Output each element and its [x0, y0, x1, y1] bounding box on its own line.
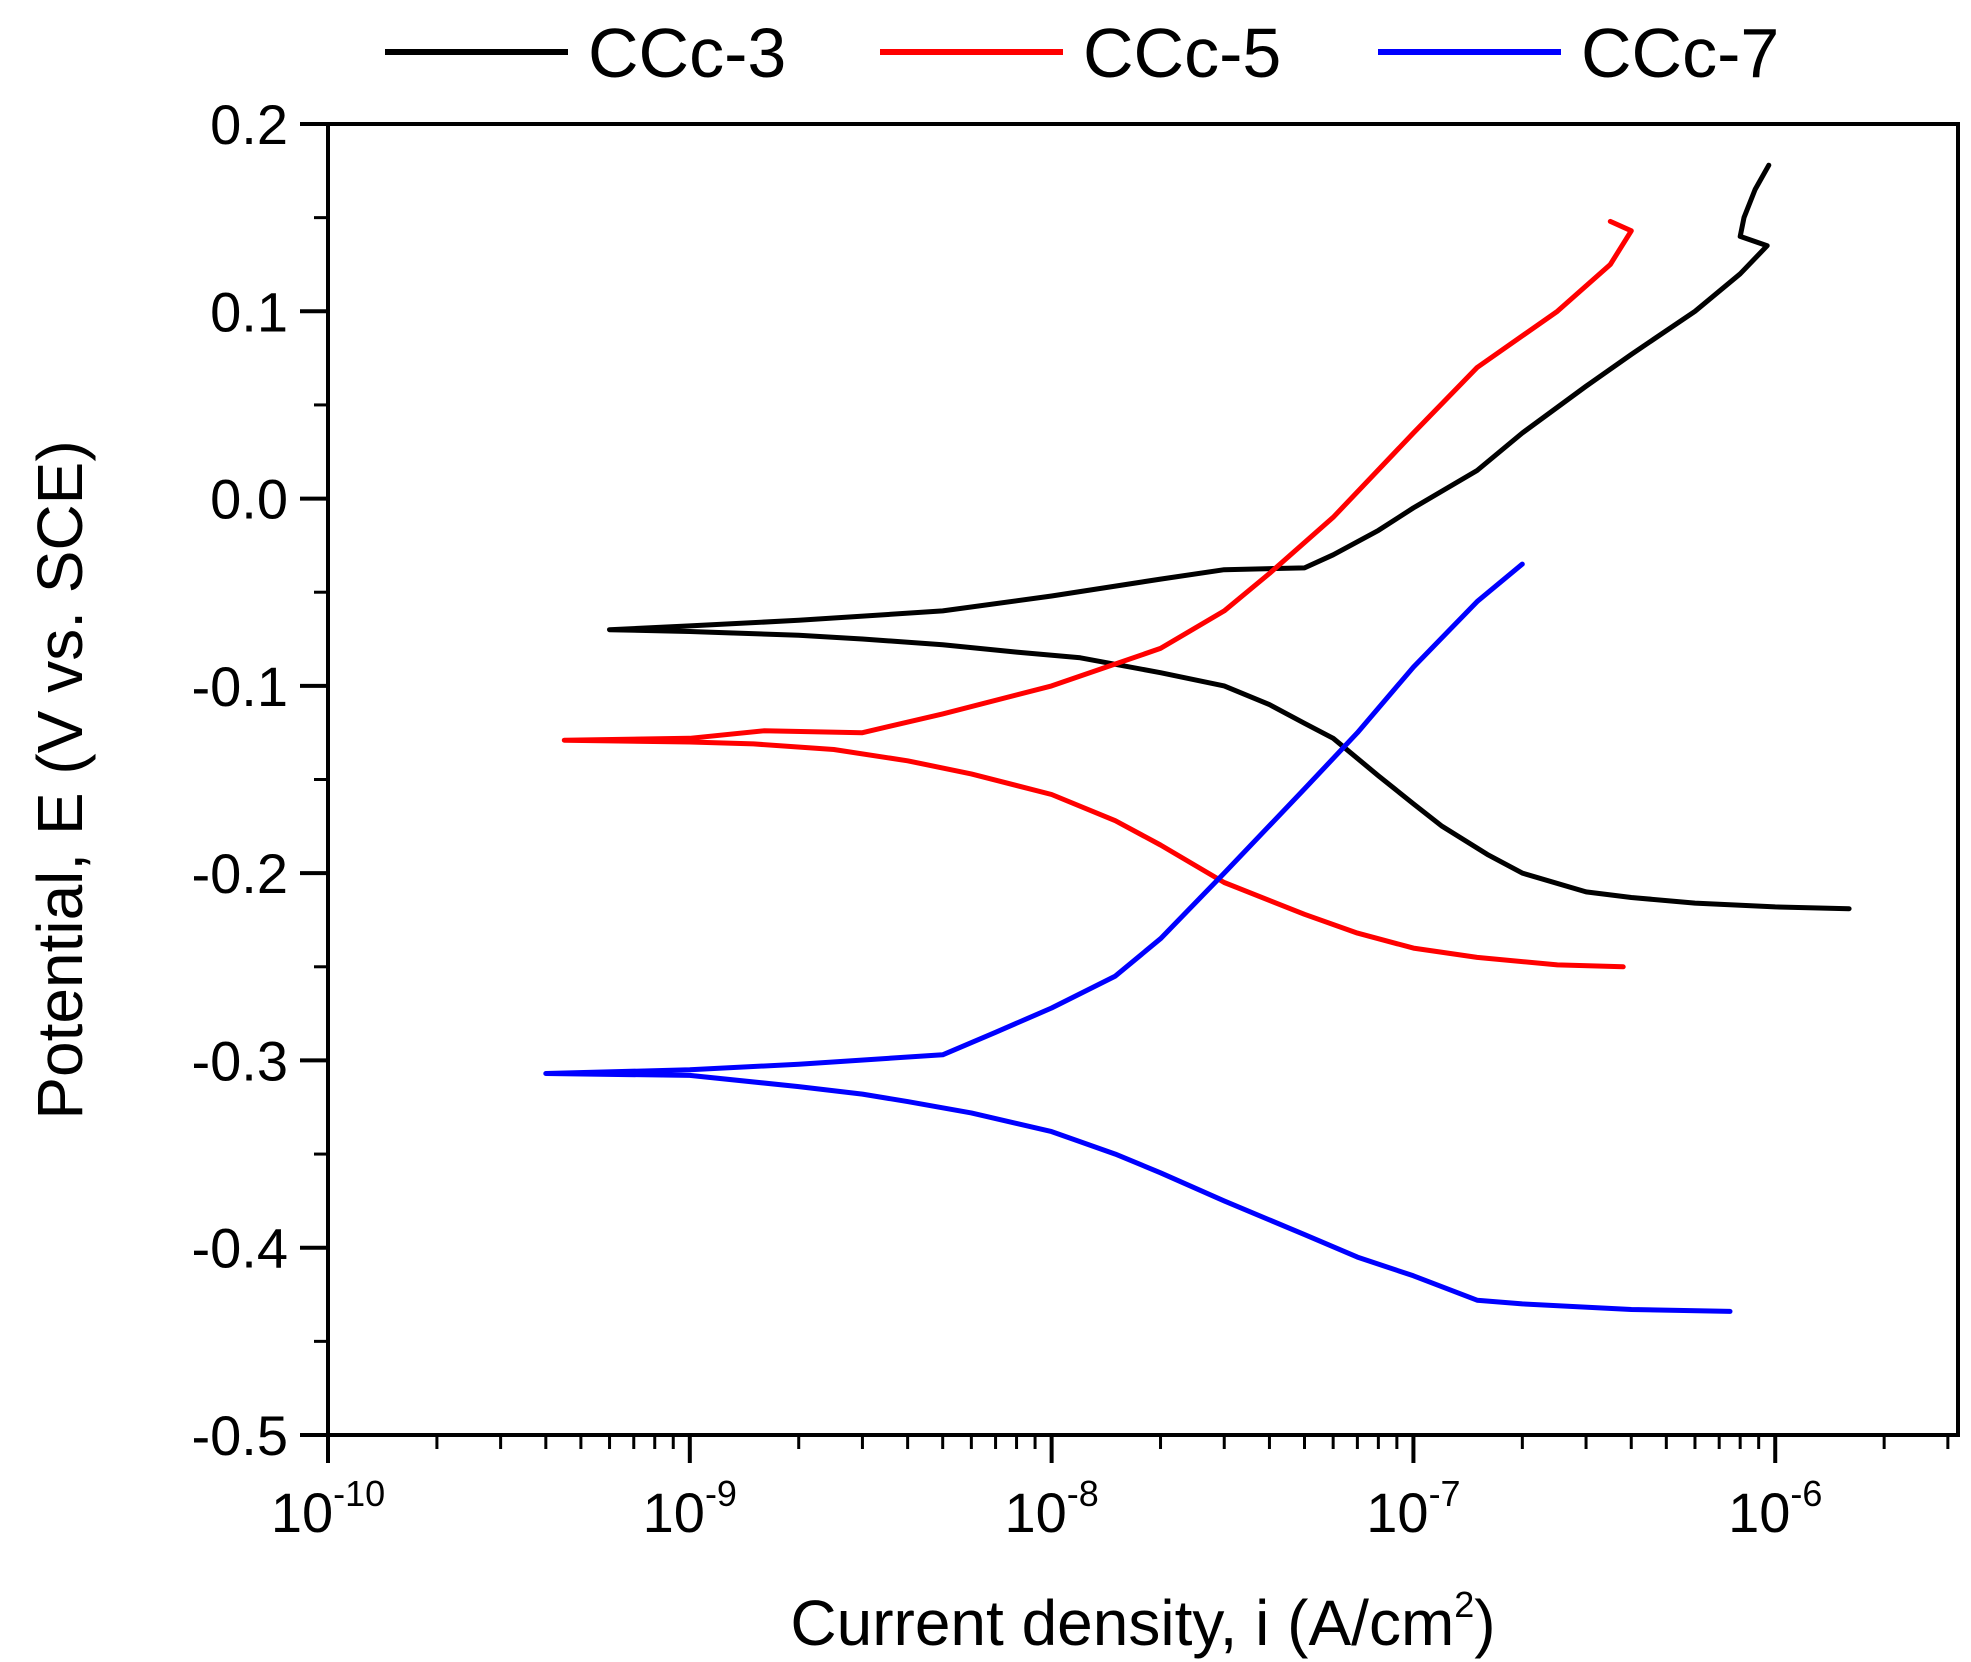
y-tick-label: 0.2	[210, 93, 288, 156]
y-tick-label: -0.1	[192, 655, 289, 718]
legend-label-CCc-7: CCc-7	[1581, 14, 1779, 92]
series-line-CCc-3	[607, 162, 1852, 912]
legend: CCc-3 CCc-5 CCc-7	[385, 14, 1779, 92]
y-tick-label: 0.1	[210, 280, 288, 343]
y-tick-label: -0.2	[192, 842, 289, 905]
x-tick-label: 10-9	[643, 1473, 737, 1544]
y-tick-label: -0.5	[192, 1404, 289, 1467]
y-tick-label: 0.0	[210, 468, 288, 531]
x-tick-label: 10-8	[1004, 1473, 1098, 1544]
legend-label-CCc-5: CCc-5	[1083, 14, 1281, 92]
x-axis-title: Current density, i (A/cm2)	[790, 1584, 1495, 1659]
x-axis: 10-10 10-9 10-8 10-7 10-6	[271, 1435, 1950, 1544]
y-tick-label: -0.4	[192, 1217, 289, 1280]
plot-frame	[326, 122, 1960, 1437]
x-tick-label: 10-10	[271, 1473, 385, 1544]
series-line-CCc-5	[561, 218, 1634, 970]
x-tick-label: 10-7	[1366, 1473, 1460, 1544]
series-line-CCc-7	[543, 561, 1733, 1314]
legend-label-CCc-3: CCc-3	[588, 14, 786, 92]
series-layer	[543, 162, 1852, 1314]
y-axis: 0.2 0.1 0.0 -0.1 -0.2 -0.3 -0.4 -0.5	[192, 93, 328, 1467]
y-axis-title: Potential, E (V vs. SCE)	[24, 440, 96, 1119]
y-tick-label: -0.3	[192, 1029, 289, 1092]
x-tick-label: 10-6	[1728, 1473, 1822, 1544]
